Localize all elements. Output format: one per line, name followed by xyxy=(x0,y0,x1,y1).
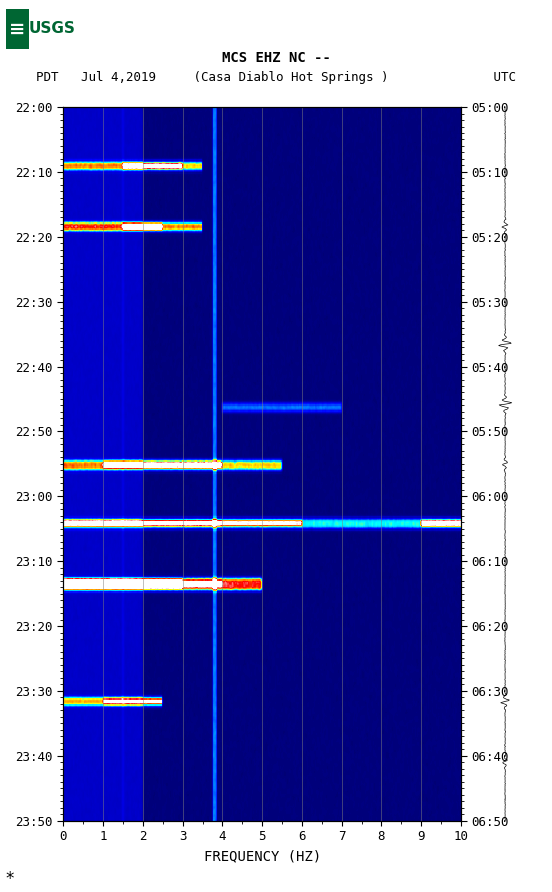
FancyBboxPatch shape xyxy=(6,9,29,49)
Text: ≡: ≡ xyxy=(9,20,25,38)
Text: *: * xyxy=(6,870,14,888)
Text: PDT   Jul 4,2019     (Casa Diablo Hot Springs )              UTC: PDT Jul 4,2019 (Casa Diablo Hot Springs … xyxy=(36,71,516,84)
X-axis label: FREQUENCY (HZ): FREQUENCY (HZ) xyxy=(204,849,321,863)
Text: MCS EHZ NC --: MCS EHZ NC -- xyxy=(221,51,331,65)
Text: USGS: USGS xyxy=(29,21,75,37)
